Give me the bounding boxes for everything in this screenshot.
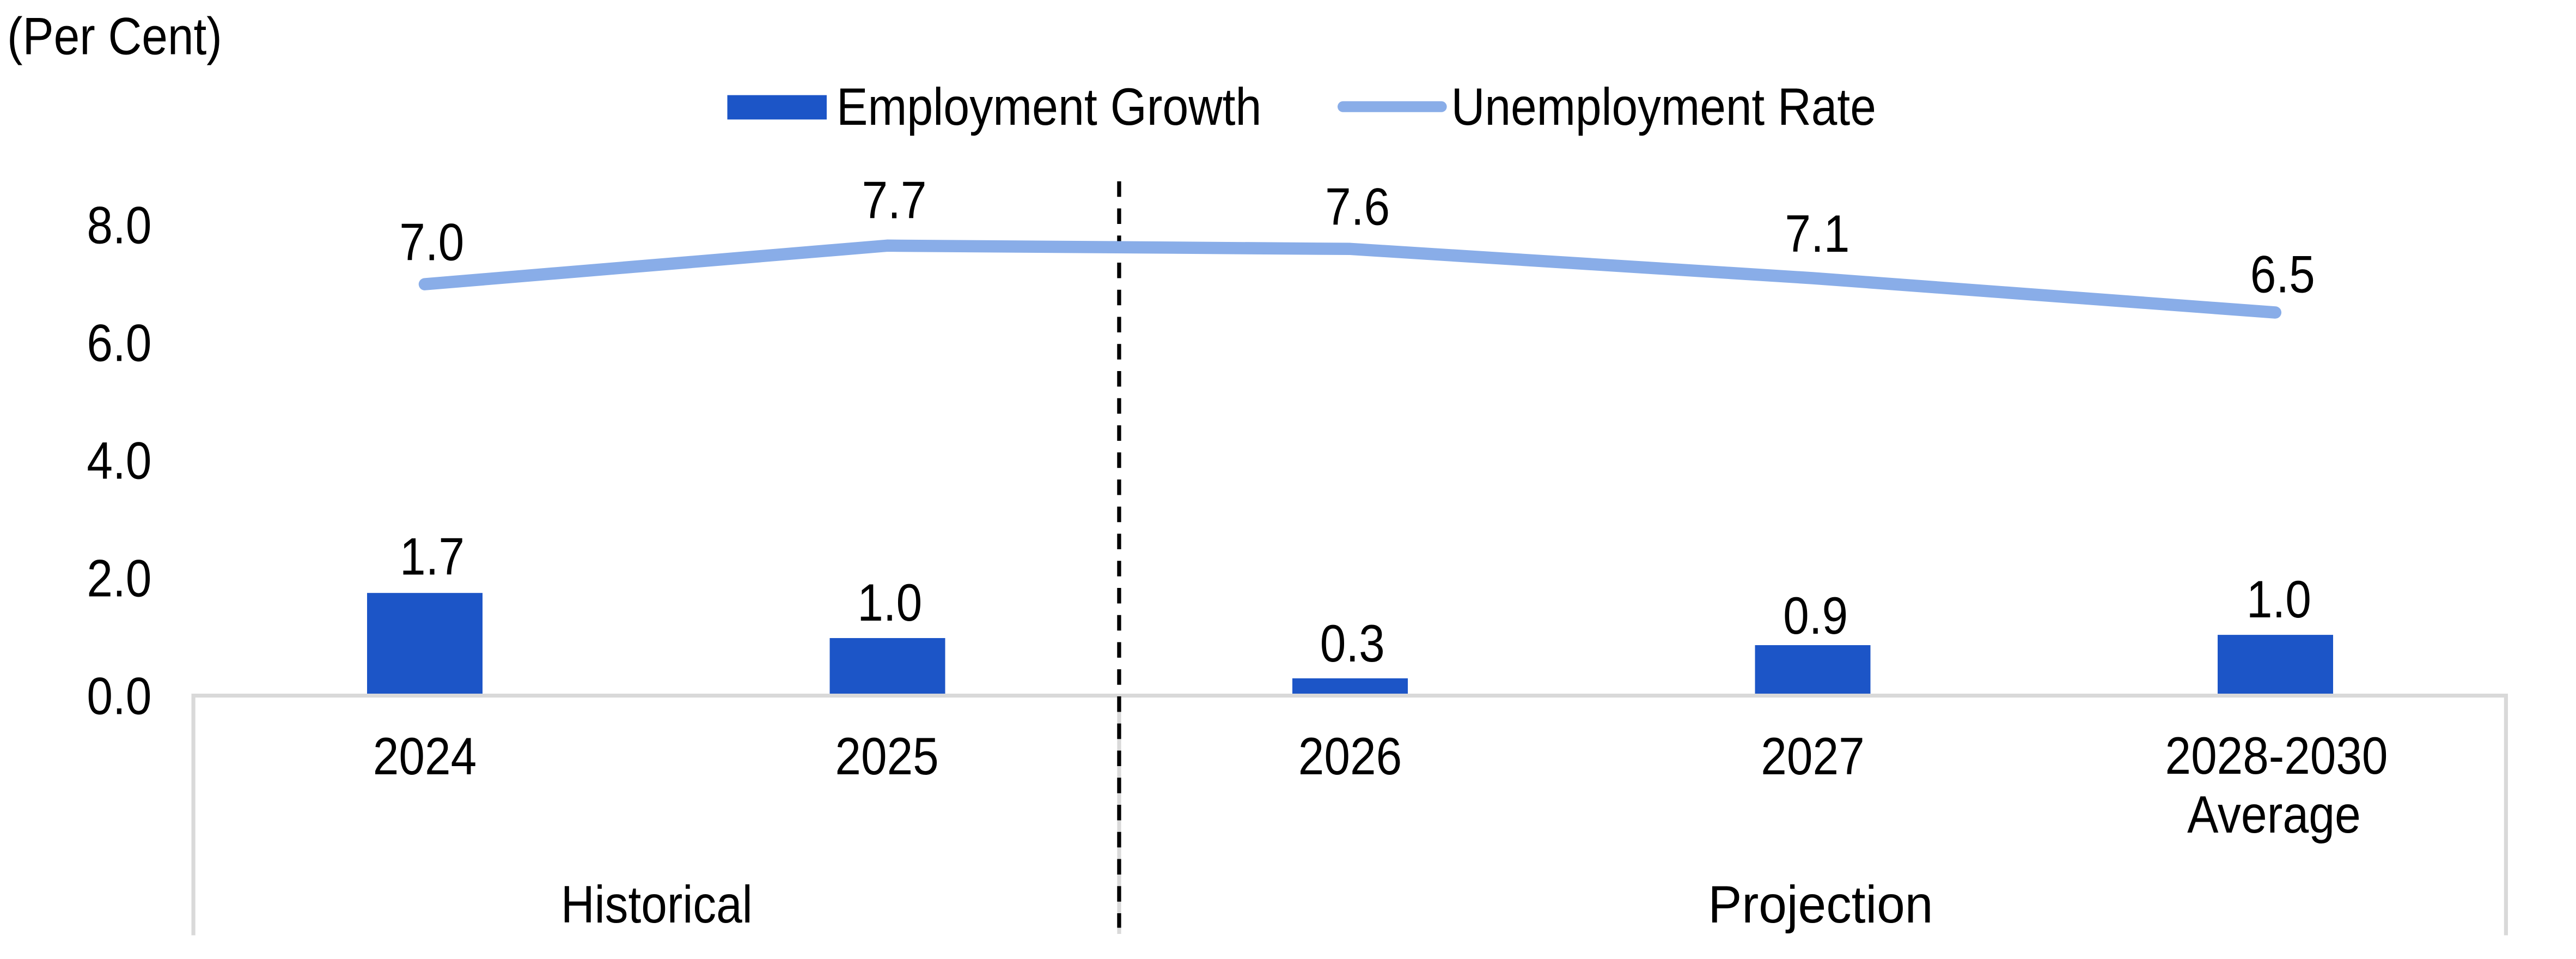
- svg-text:1.7: 1.7: [400, 528, 465, 586]
- svg-text:2026: 2026: [1298, 727, 1402, 786]
- svg-text:8.0: 8.0: [87, 196, 151, 254]
- svg-text:7.0: 7.0: [399, 214, 464, 272]
- svg-text:0.3: 0.3: [1320, 615, 1385, 673]
- svg-text:Employment Growth: Employment Growth: [837, 78, 1261, 136]
- svg-text:2025: 2025: [835, 727, 938, 786]
- svg-text:Historical: Historical: [561, 876, 753, 934]
- svg-text:2027: 2027: [1761, 727, 1864, 786]
- svg-text:7.7: 7.7: [862, 172, 927, 230]
- svg-text:0.0: 0.0: [87, 667, 151, 725]
- svg-text:Average: Average: [2187, 786, 2361, 844]
- svg-text:2024: 2024: [373, 727, 477, 786]
- svg-text:0.9: 0.9: [1783, 587, 1848, 645]
- svg-text:(Per Cent): (Per Cent): [7, 8, 222, 66]
- svg-text:7.1: 7.1: [1785, 205, 1849, 263]
- svg-text:6.5: 6.5: [2250, 246, 2315, 304]
- svg-text:Unemployment Rate: Unemployment Rate: [1451, 78, 1876, 136]
- svg-text:Projection: Projection: [1708, 876, 1933, 934]
- svg-text:2.0: 2.0: [87, 549, 151, 608]
- svg-text:7.6: 7.6: [1325, 178, 1390, 236]
- svg-text:4.0: 4.0: [87, 432, 151, 490]
- svg-text:1.0: 1.0: [2247, 570, 2311, 629]
- svg-text:6.0: 6.0: [87, 314, 151, 372]
- svg-text:2028-2030: 2028-2030: [2165, 727, 2388, 785]
- svg-text:1.0: 1.0: [857, 574, 922, 632]
